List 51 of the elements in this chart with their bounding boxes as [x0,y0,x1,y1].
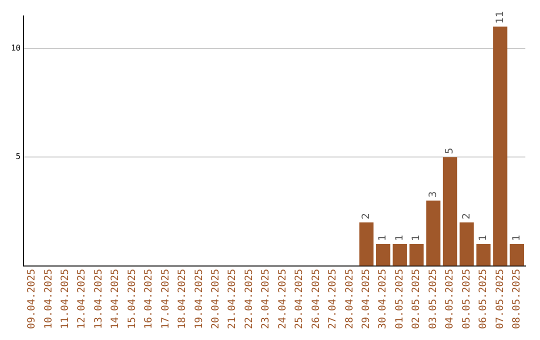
x-tick-label: 01.05.2025 [394,268,406,330]
x-tick-label: 27.04.2025 [328,268,339,330]
x-tick-label: 12.04.2025 [76,268,88,330]
bar [476,244,491,266]
bar [426,200,440,266]
bar [392,244,407,266]
y-tick-label: 10 [10,43,21,52]
x-tick-label: 13.04.2025 [93,268,104,330]
bar [493,26,508,266]
x-tick-label: 04.05.2025 [444,268,456,330]
x-tick-label: 21.04.2025 [227,268,238,330]
x-tick-label: 24.04.2025 [277,268,288,330]
x-tick-label: 26.04.2025 [310,268,322,330]
data-label: 3 [428,191,439,198]
bar [376,244,390,266]
x-tick-label: 20.04.2025 [210,268,222,330]
x-tick-label: 25.04.2025 [294,268,306,330]
x-tick-label: 15.04.2025 [126,268,138,330]
x-tick-label: 19.04.2025 [194,268,205,330]
x-tick-label: 29.04.2025 [361,268,372,330]
x-tick-label: 18.04.2025 [177,268,188,330]
bar [442,157,458,266]
data-label: 1 [394,234,406,242]
x-tick-label: 09.04.2025 [26,268,38,330]
bar [359,222,374,266]
x-tick-label: 02.05.2025 [411,268,422,330]
data-label: 5 [444,148,456,154]
data-label: 1 [411,234,422,242]
x-tick-label: 05.05.2025 [461,268,472,330]
x-tick-label: 16.04.2025 [144,268,155,330]
bar [460,222,474,266]
data-label: 1 [378,234,389,242]
x-tick-label: 07.05.2025 [494,268,506,330]
x-tick-label: 14.04.2025 [110,268,122,330]
data-label: 11 [494,10,506,24]
x-tick-label: 17.04.2025 [160,268,172,330]
data-label: 1 [478,234,490,242]
x-tick-label: 06.05.2025 [478,268,490,330]
x-tick-label: 10.04.2025 [43,268,54,330]
x-tick-label: 11.04.2025 [60,268,72,330]
data-label: 1 [511,234,522,242]
x-tick-label: 28.04.2025 [344,268,356,330]
x-tick-label: 03.05.2025 [428,268,439,330]
x-tick-label: 30.04.2025 [378,268,389,330]
data-label: 2 [361,212,372,220]
x-tick-label: 08.05.2025 [511,268,522,330]
x-tick-label: 23.04.2025 [260,268,272,330]
bar [409,244,424,266]
bar [510,244,524,266]
data-label: 2 [461,212,472,220]
x-tick-label: 22.04.2025 [244,268,255,330]
